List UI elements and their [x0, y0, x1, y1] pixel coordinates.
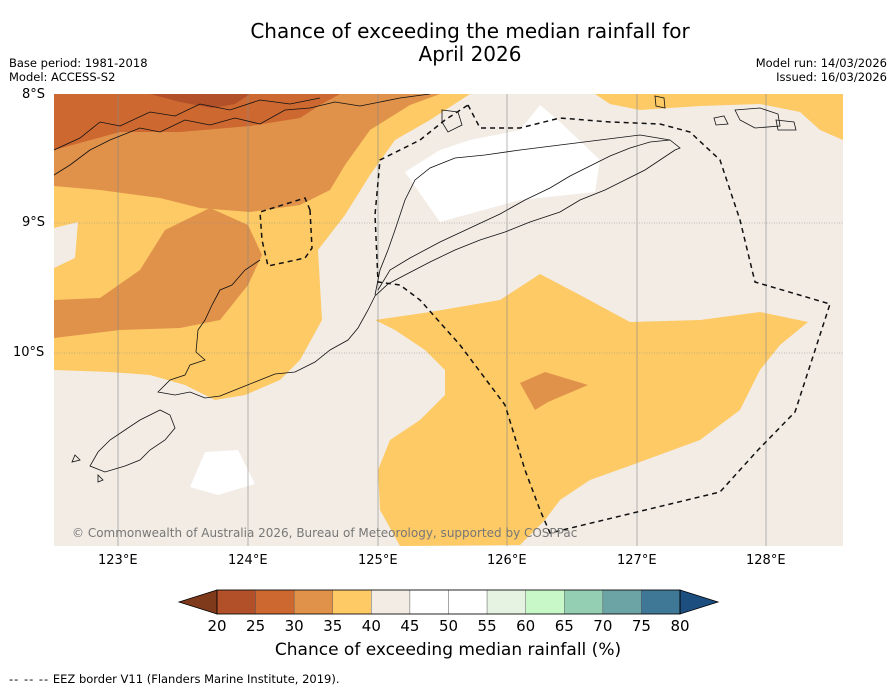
lat-label-10s: 10°S [13, 345, 45, 360]
colorbar-swatch-35-40 [332, 589, 372, 615]
lon-label-124e: 124°E [228, 553, 268, 568]
eez-line-sample: -- -- -- [9, 672, 50, 686]
band-30-35-southwest [54, 208, 262, 338]
colorbar-swatch-20-25 [216, 589, 256, 615]
lon-label-127e: 127°E [617, 553, 657, 568]
colorbar-tick-50: 50 [439, 617, 458, 635]
colorbar-swatches [177, 589, 720, 615]
colorbar-extend-high [679, 589, 720, 615]
band-20-25 [150, 94, 250, 108]
lon-label-123e: 123°E [98, 553, 138, 568]
eez-legend: -- -- -- EEZ border V11 (Flanders Marine… [9, 672, 340, 686]
lat-label-9s: 9°S [22, 215, 46, 230]
meta-right: Model run: 14/03/2026 Issued: 16/03/2026 [756, 56, 887, 84]
colorbar-tick-30: 30 [285, 617, 304, 635]
colorbar-title: Chance of exceeding median rainfall (%) [274, 640, 622, 660]
base-period: Base period: 1981-2018 [9, 56, 148, 70]
eez-border [259, 104, 831, 534]
colorbar-tick-75: 75 [632, 617, 651, 635]
meta-left: Base period: 1981-2018 Model: ACCESS-S2 [9, 56, 148, 84]
colorbar-frame [216, 589, 681, 615]
issued-date: Issued: 16/03/2026 [776, 70, 887, 84]
colorbar-tick-35: 35 [323, 617, 342, 635]
colorbar-tick-45: 45 [400, 617, 419, 635]
colorbar-tick-70: 70 [593, 617, 612, 635]
band-45-55-south [190, 450, 255, 495]
colorbar-swatch-40-45 [371, 589, 411, 615]
lat-label-8s: 8°S [22, 87, 46, 102]
model-run: Model run: 14/03/2026 [755, 56, 887, 70]
colorbar: 20 25 30 35 40 45 50 55 60 65 70 75 80 [177, 589, 720, 635]
colorbar-tick-65: 65 [555, 617, 574, 635]
colorbar-swatch-50-55 [448, 589, 488, 615]
lon-label-126e: 126°E [487, 553, 527, 568]
gridlines [54, 94, 843, 546]
title-line-2: April 2026 [418, 42, 522, 66]
band-45-55-north [405, 105, 600, 222]
colorbar-tick-labels: 20 25 30 35 40 45 50 55 60 65 70 75 80 [207, 617, 689, 635]
colorbar-swatch-60-65 [525, 589, 565, 615]
rainfall-probability-field [54, 94, 843, 546]
colorbar-swatch-65-70 [564, 589, 604, 615]
colorbar-tick-40: 40 [362, 617, 381, 635]
eez-legend-text: EEZ border V11 (Flanders Marine Institut… [52, 672, 340, 686]
colorbar-swatch-75-80 [641, 589, 681, 615]
model-name: Model: ACCESS-S2 [9, 70, 116, 84]
colorbar-tick-55: 55 [478, 617, 497, 635]
colorbar-tick-25: 25 [246, 617, 265, 635]
title-line-1: Chance of exceeding the median rainfall … [250, 19, 690, 43]
colorbar-tick-80: 80 [670, 617, 689, 635]
band-40-45-notch [54, 222, 78, 268]
colorbar-tick-20: 20 [207, 617, 226, 635]
lon-label-128e: 128°E [746, 553, 786, 568]
band-30-35-patch [520, 372, 588, 410]
colorbar-swatch-70-75 [602, 589, 642, 615]
colorbar-swatch-55-60 [486, 589, 526, 615]
colorbar-tick-60: 60 [516, 617, 535, 635]
band-35-40-northeast [595, 94, 843, 140]
copyright-text: © Commonwealth of Australia 2026, Bureau… [72, 526, 578, 540]
chart-title: Chance of exceeding the median rainfall … [0, 20, 896, 66]
coastlines [54, 94, 797, 483]
colorbar-extend-low [177, 589, 218, 615]
colorbar-swatch-25-30 [255, 589, 295, 615]
lon-label-125e: 125°E [358, 553, 398, 568]
colorbar-swatch-45-50 [409, 589, 449, 615]
colorbar-swatch-30-35 [293, 589, 333, 615]
band-35-40-south [375, 274, 808, 546]
